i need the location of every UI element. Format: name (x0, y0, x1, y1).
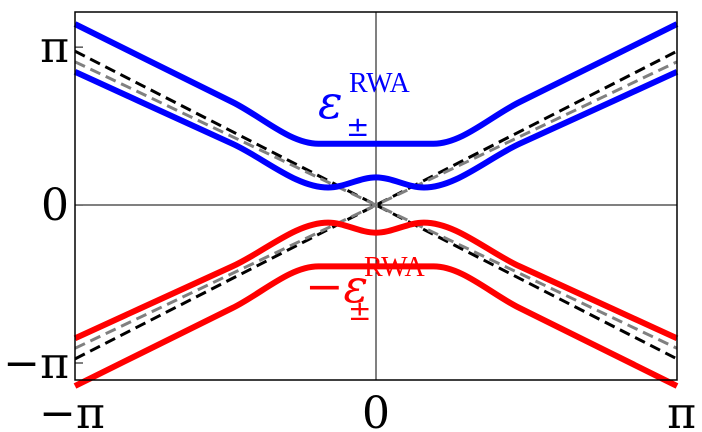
curve-label-symbol: −ε (305, 259, 368, 313)
y-tick-label-3: π (40, 22, 69, 73)
curve-label-1: ε (318, 75, 343, 129)
series-line-1 (73, 21, 679, 147)
series-line-5 (74, 49, 678, 361)
series-line-3 (73, 219, 679, 342)
series-layer (73, 21, 679, 389)
x-tick-label-3: π (667, 388, 696, 432)
curve-label-superscript-1: RWA (349, 68, 410, 99)
series-line-2 (73, 69, 679, 191)
curve-label-subscript-2: ± (348, 294, 371, 327)
series-line-4 (73, 263, 679, 389)
curve-label-superscript-2: RWA (364, 252, 425, 283)
x-tick-label-1: −π (39, 388, 105, 432)
x-tick-label-2: 0 (362, 388, 390, 432)
y-tick-label-2: 0 (41, 180, 69, 231)
series-line-6 (74, 49, 678, 361)
curve-label-subscript-1: ± (346, 110, 369, 143)
curve-label-layer: ε ±RWA−ε±RWA (305, 68, 425, 327)
curve-label-symbol: ε (318, 75, 343, 129)
series-line-8 (74, 60, 678, 350)
y-tick-label-1: −π (3, 338, 69, 389)
tick-label-layer: −π 0 π −π 0 π (3, 22, 696, 432)
curve-label-2: −ε (305, 259, 368, 313)
